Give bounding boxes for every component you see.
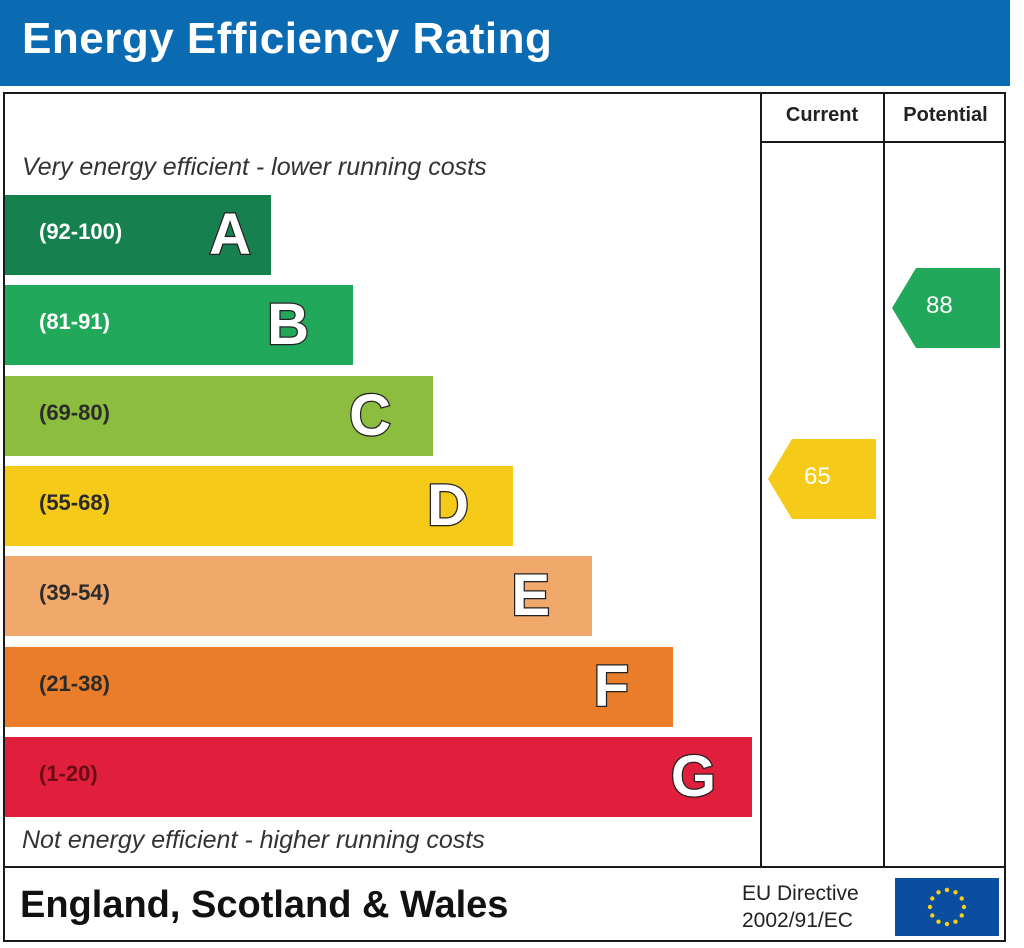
band-e: (39-54) E — [5, 556, 592, 636]
chart-frame — [3, 92, 1006, 942]
region-label: England, Scotland & Wales — [20, 884, 509, 926]
band-range-d: (55-68) — [39, 490, 110, 515]
band-d: (55-68) D — [5, 466, 513, 546]
eu-star-icon — [959, 913, 964, 918]
band-range-g: (1-20) — [39, 761, 98, 786]
eu-star-icon — [953, 890, 958, 895]
eu-star-icon — [959, 896, 964, 901]
eu-flag-icon — [895, 878, 999, 936]
divider-potential-left — [883, 92, 885, 868]
band-range-c: (69-80) — [39, 400, 110, 425]
current-rating-marker: 65 — [768, 439, 876, 519]
caption-efficient: Very energy efficient - lower running co… — [22, 153, 487, 181]
band-letter-c: C — [348, 382, 392, 450]
band-letter-b: B — [266, 291, 310, 359]
divider-footer — [3, 866, 1006, 868]
eu-star-icon — [927, 904, 933, 910]
band-a: (92-100) A — [5, 195, 271, 275]
divider-current-left — [760, 92, 762, 868]
divider-header — [760, 141, 1006, 143]
eu-star-icon — [944, 921, 950, 927]
potential-rating-marker: 88 — [892, 268, 1000, 348]
potential-marker-arrow — [892, 268, 1000, 348]
band-range-a: (92-100) — [39, 219, 123, 244]
band-letter-e: E — [510, 562, 551, 630]
band-letter-d: D — [426, 472, 470, 540]
band-range-e: (39-54) — [39, 580, 110, 605]
potential-rating-value: 88 — [926, 292, 953, 319]
band-c: (69-80) C — [5, 376, 433, 456]
eu-star-icon — [961, 904, 967, 910]
current-rating-value: 65 — [804, 463, 831, 490]
page-title: Energy Efficiency Rating — [22, 14, 553, 63]
column-header-potential: Potential — [903, 104, 988, 126]
band-range-b: (81-91) — [39, 309, 110, 334]
caption-inefficient: Not energy efficient - higher running co… — [22, 826, 485, 854]
eu-star-icon — [953, 919, 958, 924]
band-letter-a: A — [208, 201, 252, 269]
band-b: (81-91) B — [5, 285, 353, 365]
eu-star-icon — [930, 913, 935, 918]
eu-star-icon — [936, 919, 941, 924]
band-g: (1-20) G — [5, 737, 752, 817]
eu-star-icon — [936, 890, 941, 895]
eu-star-icon — [944, 887, 950, 893]
band-range-f: (21-38) — [39, 671, 110, 696]
current-marker-arrow — [768, 439, 876, 519]
column-header-current: Current — [785, 104, 859, 126]
band-f: (21-38) F — [5, 647, 673, 727]
eu-directive-line2: 2002/91/EC — [742, 909, 853, 932]
eu-directive-line1: EU Directive — [742, 882, 859, 905]
header-bar: Energy Efficiency Rating — [0, 0, 1010, 86]
eu-star-icon — [930, 896, 935, 901]
band-letter-f: F — [592, 653, 630, 721]
band-letter-g: G — [670, 743, 718, 811]
eu-directive: EU Directive 2002/91/EC — [742, 880, 859, 934]
